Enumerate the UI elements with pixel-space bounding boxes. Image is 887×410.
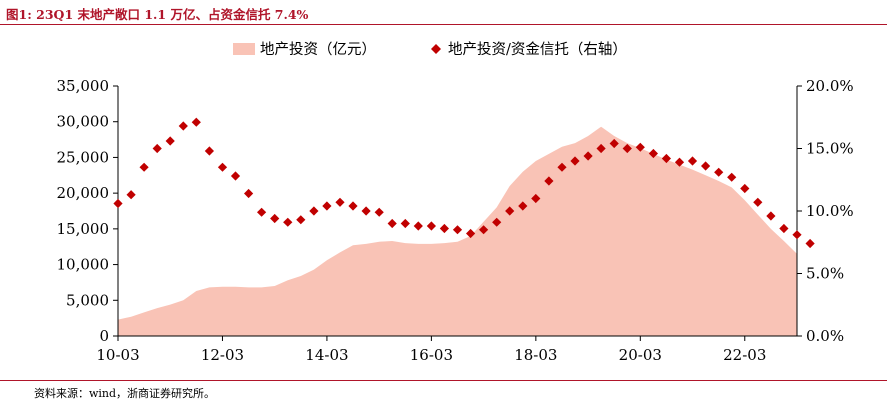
ratio-marker bbox=[374, 207, 384, 217]
y-left-tick-label: 35,000 bbox=[57, 77, 110, 95]
chart: 0 5,000 10,000 15,000 20,000 25,000 30,000 35,0… bbox=[57, 41, 854, 364]
ratio-marker bbox=[165, 136, 175, 146]
ratio-marker bbox=[753, 197, 763, 207]
ratio-marker bbox=[557, 162, 567, 172]
x-tick-label: 10-03 bbox=[96, 346, 139, 364]
ratio-marker bbox=[257, 207, 267, 217]
ratio-marker bbox=[348, 201, 358, 211]
ratio-marker bbox=[361, 206, 371, 216]
title-rule bbox=[0, 24, 887, 25]
ratio-marker bbox=[296, 215, 306, 225]
ratio-marker bbox=[413, 221, 423, 231]
marker-layer bbox=[113, 117, 815, 249]
ratio-marker bbox=[766, 211, 776, 221]
ratio-marker bbox=[309, 206, 319, 216]
ratio-marker bbox=[635, 142, 645, 152]
ratio-marker bbox=[335, 197, 345, 207]
ratio-marker bbox=[178, 121, 188, 131]
x-tick-label: 22-03 bbox=[723, 346, 766, 364]
ratio-marker bbox=[661, 153, 671, 164]
ratio-marker bbox=[674, 157, 685, 167]
ratio-marker bbox=[701, 161, 711, 171]
source-note: 资料来源：wind，浙商证券研究所。 bbox=[34, 387, 216, 400]
ratio-marker bbox=[270, 213, 280, 224]
x-tick-label: 18-03 bbox=[514, 346, 557, 364]
ratio-marker bbox=[714, 167, 724, 177]
y-right-tick-label: 20.0% bbox=[806, 77, 854, 95]
y-right-tick-label: 10.0% bbox=[806, 202, 854, 220]
ratio-marker bbox=[779, 223, 789, 234]
axes-layer: 0 5,000 10,000 15,000 20,000 25,000 30,000 35,0… bbox=[57, 77, 854, 364]
legend-swatch-marker bbox=[431, 44, 441, 54]
footer-rule bbox=[0, 380, 887, 381]
x-tick-label: 14-03 bbox=[305, 346, 348, 364]
legend: 地产投资（亿元） 地产投资/资金信托（右轴） bbox=[233, 41, 627, 58]
ratio-marker bbox=[426, 221, 436, 231]
y-right-tick-label: 15.0% bbox=[806, 140, 854, 158]
ratio-marker bbox=[596, 143, 606, 154]
y-right-tick-label: 0.0% bbox=[806, 327, 844, 345]
figure-title: 图1: 23Q1 末地产敞口 1.1 万亿、占资金信托 7.4% bbox=[6, 7, 309, 22]
ratio-marker bbox=[805, 238, 815, 249]
ratio-marker bbox=[609, 138, 619, 149]
ratio-marker bbox=[439, 223, 449, 234]
ratio-marker bbox=[544, 176, 554, 186]
y-left-tick-label: 25,000 bbox=[57, 148, 110, 166]
ratio-marker bbox=[283, 217, 293, 227]
ratio-marker bbox=[139, 162, 149, 172]
ratio-marker bbox=[492, 217, 502, 227]
y-left-tick-label: 5,000 bbox=[66, 291, 109, 309]
ratio-marker bbox=[583, 151, 593, 161]
y-left-tick-label: 0 bbox=[99, 327, 109, 345]
ratio-marker bbox=[217, 162, 228, 172]
y-left-tick-label: 20,000 bbox=[57, 184, 110, 202]
ratio-marker bbox=[622, 143, 632, 154]
ratio-marker bbox=[244, 188, 254, 199]
y-left-tick-label: 30,000 bbox=[57, 113, 110, 131]
ratio-marker bbox=[204, 146, 214, 156]
ratio-marker bbox=[126, 190, 136, 200]
ratio-marker bbox=[387, 218, 397, 229]
x-tick-label: 20-03 bbox=[619, 346, 662, 364]
ratio-marker bbox=[452, 225, 463, 235]
ratio-marker bbox=[400, 218, 410, 229]
x-tick-label: 16-03 bbox=[410, 346, 453, 364]
x-tick-label: 12-03 bbox=[201, 346, 244, 364]
ratio-marker bbox=[531, 193, 541, 204]
area-layer bbox=[118, 126, 797, 336]
ratio-marker bbox=[479, 225, 489, 235]
ratio-marker bbox=[740, 183, 750, 194]
ratio-marker bbox=[191, 117, 201, 127]
ratio-marker bbox=[230, 171, 241, 181]
legend-label-marker: 地产投资/资金信托（右轴） bbox=[448, 41, 627, 58]
ratio-marker bbox=[466, 228, 476, 239]
ratio-marker bbox=[518, 201, 528, 211]
legend-swatch-area bbox=[233, 43, 255, 55]
legend-label-area: 地产投资（亿元） bbox=[260, 41, 376, 58]
ratio-marker bbox=[687, 156, 698, 166]
area-series-real-estate bbox=[118, 126, 797, 336]
ratio-marker bbox=[570, 156, 580, 166]
ratio-marker bbox=[727, 172, 737, 182]
y-right-tick-label: 5.0% bbox=[806, 265, 844, 283]
y-left-tick-label: 10,000 bbox=[57, 256, 110, 274]
ratio-marker bbox=[505, 206, 515, 216]
ratio-marker bbox=[113, 198, 123, 209]
ratio-marker bbox=[792, 230, 802, 240]
ratio-marker bbox=[648, 148, 658, 159]
y-left-tick-label: 15,000 bbox=[57, 220, 110, 238]
ratio-marker bbox=[322, 201, 332, 211]
ratio-marker bbox=[152, 143, 162, 154]
